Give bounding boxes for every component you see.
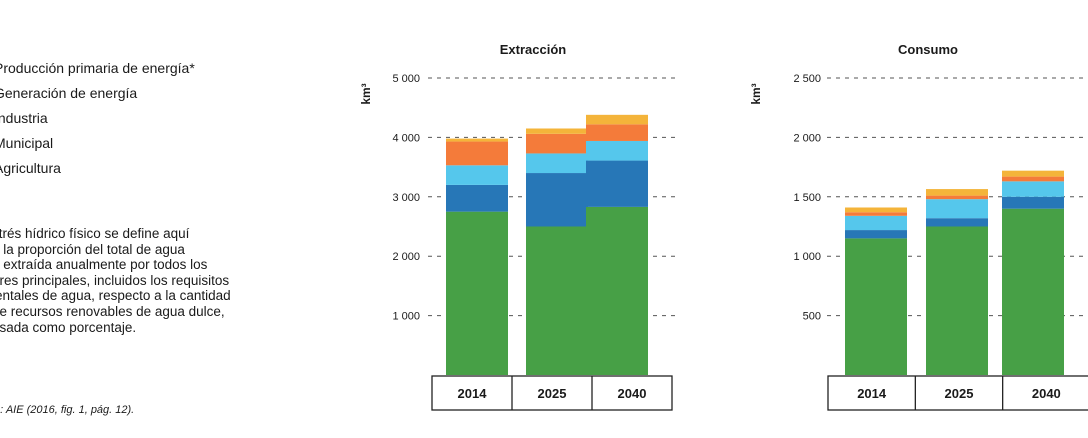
consumo-bar-2040-industria (1002, 181, 1064, 197)
extraccion-bar-2014-generacion-de-energia (446, 141, 508, 166)
note-line: e extraída anualmente por todos los (0, 257, 208, 273)
note-line: esada como porcentaje. (0, 319, 137, 335)
chart-extraccion-svg: Extracción km³ 1 000 2 000 3 000 4 000 5 000 20… (359, 42, 680, 411)
consumo-bar-2025-industria (926, 199, 988, 219)
note-line: strés hídrico físico se define aquí (0, 226, 190, 241)
consumo-bar-2040-agricultura (1002, 208, 1064, 375)
extraccion-bar-2014-agricultura (446, 211, 508, 375)
consumo-bar-2025-generacion-de-energia (926, 195, 988, 200)
consumo-bar-2040-municipal (1002, 196, 1064, 209)
extraccion-bar-2025-industria (526, 153, 588, 174)
note-line: ores principales, incluidos los requisit… (0, 272, 230, 288)
extraccion-y-tick-label: 5 000 (392, 73, 420, 85)
consumo-bar-2040-produccion-primaria-de-energia (1002, 170, 1064, 177)
extraccion-bar-2025-generacion-de-energia (526, 133, 588, 154)
consumo-x-tick-label-2040: 2040 (1032, 386, 1061, 401)
extraccion-y-tick-label: 3 000 (392, 192, 420, 204)
consumo-x-tick-label-2014: 2014 (857, 386, 887, 401)
extraccion-bar-2040-industria (586, 140, 648, 161)
consumo-bar-2014-industria (845, 215, 907, 231)
consumo-bar-2014-produccion-primaria-de-energia (845, 207, 907, 213)
chart-extraccion: Extracción km³ 1 000 2 000 3 000 4 000 5 000 20… (358, 30, 688, 430)
legend-item-municipal: Municipal (0, 135, 54, 151)
legend-item-primaria: Producción primaria de energía* (0, 60, 195, 76)
extraccion-bar-2014-produccion-primaria-de-energia (446, 138, 508, 142)
note-line: de recursos renovables de agua dulce, (0, 303, 225, 319)
legend-item-agricultura: Agricultura (0, 160, 61, 176)
extraccion-bar-2040-agricultura (586, 206, 648, 375)
extraccion-bar-2025-produccion-primaria-de-energia (526, 128, 588, 134)
consumo-y-tick-label: 500 (803, 311, 821, 323)
consumo-category-box (827, 375, 1088, 411)
consumo-bar-2040-generacion-de-energia (1002, 176, 1064, 182)
stress-definition-note: strés hídrico físico se define aquí o la… (0, 226, 320, 335)
consumo-y-tick-label: 1 500 (793, 192, 821, 204)
extraccion-bar-2025-municipal (526, 173, 588, 227)
consumo-bar-2014-generacion-de-energia (845, 212, 907, 216)
consumo-bar-2025-agricultura (926, 226, 988, 375)
consumo-bar-2025-municipal (926, 218, 988, 227)
extraccion-bar-2040-produccion-primaria-de-energia (586, 114, 648, 125)
extraccion-x-tick-label-2014: 2014 (458, 386, 488, 401)
extraccion-bar-2040-municipal (586, 160, 648, 207)
consumo-y-tick-label: 1 000 (793, 251, 821, 263)
extraccion-bar-2025-agricultura (526, 226, 588, 375)
note-line: o la proporción del total de agua (0, 241, 185, 257)
extraccion-title: Extracción (500, 42, 567, 57)
extraccion-x-tick-label-2025: 2025 (538, 386, 567, 401)
extraccion-y-tick-label: 2 000 (392, 251, 420, 263)
extraccion-bar-2014-municipal (446, 184, 508, 212)
extraccion-x-tick-label-2040: 2040 (618, 386, 647, 401)
extraccion-y-axis-label: km³ (359, 83, 373, 104)
consumo-x-tick-label-2025: 2025 (945, 386, 974, 401)
source-citation: e: AIE (2016, fig. 1, pág. 12). (0, 404, 135, 416)
consumo-y-axis-label: km³ (750, 83, 763, 104)
note-line: ientales de agua, respecto a la cantidad (0, 288, 231, 304)
consumo-bar-2025-produccion-primaria-de-energia (926, 189, 988, 196)
legend-item-industria: Industria (0, 110, 48, 126)
consumo-bar-2014-municipal (845, 230, 907, 239)
consumo-y-tick-label: 2 000 (793, 132, 821, 144)
legend-item-generacion: Generación de energía (0, 85, 138, 101)
extraccion-category-box (431, 375, 673, 411)
chart-consumo-svg: Consumo km³ 500 1 000 1 500 2 000 2 500 2014 202… (750, 42, 1088, 411)
extraccion-bar-2014-industria (446, 165, 508, 185)
chart-consumo: Consumo km³ 500 1 000 1 500 2 000 2 500 2014 202… (750, 30, 1088, 430)
extraccion-bar-2040-generacion-de-energia (586, 124, 648, 141)
consumo-bar-2014-agricultura (845, 238, 907, 375)
legend: Producción primaria de energía* Generaci… (0, 56, 320, 181)
extraccion-y-tick-label: 1 000 (392, 311, 420, 323)
consumo-title: Consumo (898, 42, 958, 57)
extraccion-y-tick-label: 4 000 (392, 132, 420, 144)
consumo-y-tick-label: 2 500 (793, 73, 821, 85)
